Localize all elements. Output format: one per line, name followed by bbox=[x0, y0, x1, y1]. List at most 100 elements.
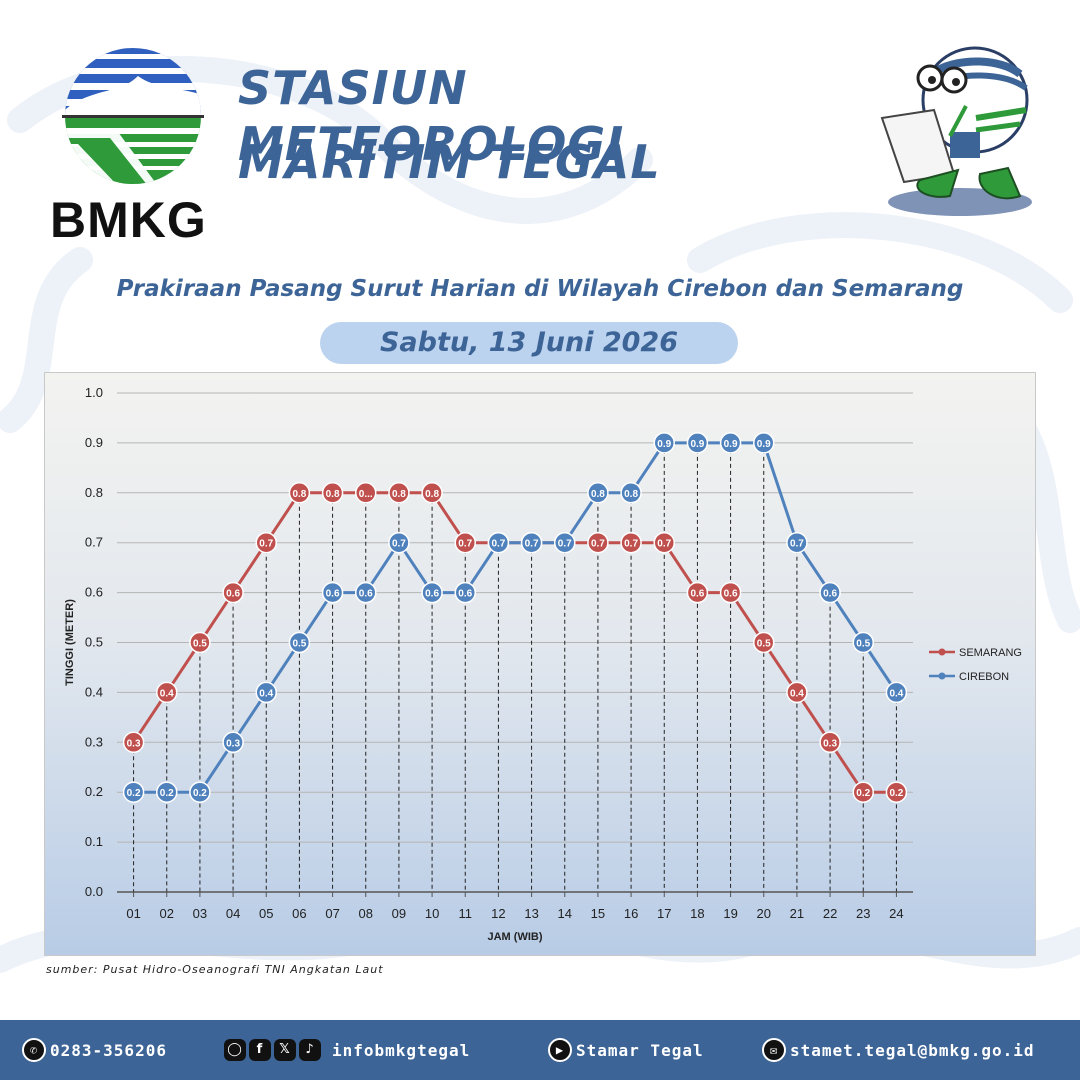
x-tick-label: 19 bbox=[723, 906, 737, 921]
data-label-cirebon: 0.7 bbox=[392, 539, 406, 550]
data-point-semarang bbox=[620, 531, 642, 554]
data-point-semarang bbox=[255, 531, 277, 554]
data-label-semarang: 0.4 bbox=[790, 688, 804, 699]
data-label-semarang: 0.6 bbox=[226, 589, 240, 600]
x-tick-label: 05 bbox=[259, 906, 273, 921]
data-label-cirebon: 0.7 bbox=[558, 539, 572, 550]
y-axis-title: TINGGI (METER) bbox=[64, 599, 76, 686]
y-tick-label: 0.9 bbox=[85, 435, 103, 450]
instagram-icon[interactable]: ◯ bbox=[224, 1039, 246, 1061]
x-tick-label: 02 bbox=[160, 906, 174, 921]
x-tick-label: 18 bbox=[690, 906, 704, 921]
y-tick-label: 0.1 bbox=[85, 834, 103, 849]
y-tick-label: 0.3 bbox=[85, 734, 103, 749]
data-label-cirebon: 0.5 bbox=[856, 639, 870, 650]
x-icon[interactable]: 𝕏 bbox=[274, 1039, 296, 1061]
legend-marker bbox=[938, 648, 946, 656]
data-label-cirebon: 0.9 bbox=[757, 439, 771, 450]
x-tick-label: 03 bbox=[193, 906, 207, 921]
bmkg-logo bbox=[62, 48, 204, 184]
x-tick-label: 07 bbox=[325, 906, 339, 921]
tide-chart-svg: 0.0 0.1 0.2 0.3 0.4 0.5 0.6 0.7 0.8 0.9 1.0 01 02 03 0… bbox=[45, 373, 1035, 955]
data-label-semarang: 0.6 bbox=[690, 589, 704, 600]
data-point-cirebon bbox=[786, 531, 808, 554]
youtube-icon[interactable]: ▶ bbox=[548, 1038, 572, 1062]
x-tick-label: 24 bbox=[889, 906, 903, 921]
data-point-cirebon bbox=[421, 581, 443, 604]
data-point-cirebon bbox=[288, 631, 311, 654]
tide-chart: 0.0 0.1 0.2 0.3 0.4 0.5 0.6 0.7 0.8 0.9 1.0 01 02 03 0… bbox=[44, 372, 1036, 956]
data-point-semarang bbox=[122, 731, 145, 754]
data-point-cirebon bbox=[520, 531, 543, 554]
email-address[interactable]: stamet.tegal@bmkg.go.id bbox=[790, 1040, 1035, 1060]
data-label-semarang: 0.7 bbox=[458, 539, 472, 550]
data-label-semarang: 0.4 bbox=[160, 688, 174, 699]
mail-icon[interactable]: ✉ bbox=[762, 1038, 786, 1062]
data-label-cirebon: 0.7 bbox=[491, 539, 505, 550]
phone-icon: ✆ bbox=[22, 1038, 46, 1062]
data-label-semarang: 0.2 bbox=[889, 788, 903, 799]
page-title-line1: STASIUN METEOROLOGI bbox=[238, 61, 625, 171]
data-point-cirebon bbox=[222, 731, 244, 754]
data-point-cirebon bbox=[653, 432, 675, 454]
page-title-line2: MARITIM TEGAL bbox=[238, 135, 661, 189]
data-label-cirebon: 0.2 bbox=[193, 788, 207, 799]
data-point-semarang bbox=[852, 781, 874, 803]
data-point-semarang bbox=[753, 631, 775, 654]
data-point-semarang bbox=[819, 731, 841, 754]
data-label-semarang: 0.5 bbox=[757, 639, 771, 650]
data-source-note: sumber: Pusat Hidro-Oseanografi TNI Angk… bbox=[46, 963, 384, 976]
data-point-cirebon bbox=[719, 432, 742, 454]
data-point-semarang bbox=[189, 631, 211, 654]
x-tick-label: 13 bbox=[524, 906, 538, 921]
data-label-semarang: 0.8 bbox=[425, 489, 439, 500]
phone-number: 0283-356206 bbox=[50, 1040, 167, 1060]
data-point-cirebon bbox=[255, 681, 277, 704]
data-point-semarang bbox=[719, 581, 742, 604]
data-label-semarang: 0.7 bbox=[591, 539, 605, 550]
data-point-semarang bbox=[454, 531, 476, 554]
data-point-cirebon bbox=[686, 432, 709, 454]
y-tick-label: 0.8 bbox=[85, 485, 103, 500]
tiktok-icon[interactable]: ♪ bbox=[299, 1039, 321, 1061]
footer-email: ✉ stamet.tegal@bmkg.go.id bbox=[762, 1020, 1035, 1080]
data-point-cirebon bbox=[388, 531, 410, 554]
data-point-semarang bbox=[222, 581, 244, 604]
data-point-cirebon bbox=[885, 681, 908, 704]
data-point-cirebon bbox=[122, 781, 145, 803]
data-label-semarang: 0.5 bbox=[193, 639, 207, 650]
social-handle[interactable]: infobmkgtegal bbox=[332, 1040, 471, 1060]
data-point-cirebon bbox=[819, 581, 841, 604]
data-point-cirebon bbox=[620, 482, 642, 504]
data-label-cirebon: 0.9 bbox=[657, 439, 671, 450]
legend-marker bbox=[938, 672, 946, 680]
x-tick-label: 10 bbox=[425, 906, 439, 921]
data-point-semarang bbox=[288, 482, 311, 504]
footer-bar: ✆ 0283-356206 ◯ f 𝕏 ♪ infobmkgtegal ▶ St… bbox=[0, 1020, 1080, 1080]
youtube-channel[interactable]: Stamar Tegal bbox=[576, 1040, 704, 1060]
data-point-cirebon bbox=[753, 432, 775, 454]
data-label-cirebon: 0.9 bbox=[690, 439, 704, 450]
data-label-cirebon: 0.8 bbox=[591, 489, 605, 500]
y-tick-label: 1.0 bbox=[85, 385, 103, 400]
data-point-semarang bbox=[321, 482, 344, 504]
data-label-semarang: 0.7 bbox=[657, 539, 671, 550]
data-point-semarang bbox=[686, 581, 709, 604]
data-point-cirebon bbox=[189, 781, 211, 803]
facebook-icon[interactable]: f bbox=[249, 1039, 271, 1061]
data-label-semarang: 0.2 bbox=[856, 788, 870, 799]
x-tick-label: 14 bbox=[558, 906, 572, 921]
data-point-semarang bbox=[653, 531, 675, 554]
data-label-cirebon: 0.2 bbox=[127, 788, 141, 799]
bmkg-logo-text: BMKG bbox=[50, 192, 207, 248]
x-tick-label: 08 bbox=[359, 906, 373, 921]
data-label-cirebon: 0.6 bbox=[326, 589, 340, 600]
footer-youtube: ▶ Stamar Tegal bbox=[548, 1020, 704, 1080]
data-label-semarang: 0.6 bbox=[724, 589, 738, 600]
data-label-semarang: 0.7 bbox=[624, 539, 638, 550]
data-point-cirebon bbox=[454, 581, 476, 604]
y-tick-label: 0.2 bbox=[85, 784, 103, 799]
data-point-cirebon bbox=[852, 631, 874, 654]
x-tick-label: 06 bbox=[292, 906, 306, 921]
data-point-semarang bbox=[587, 531, 609, 554]
